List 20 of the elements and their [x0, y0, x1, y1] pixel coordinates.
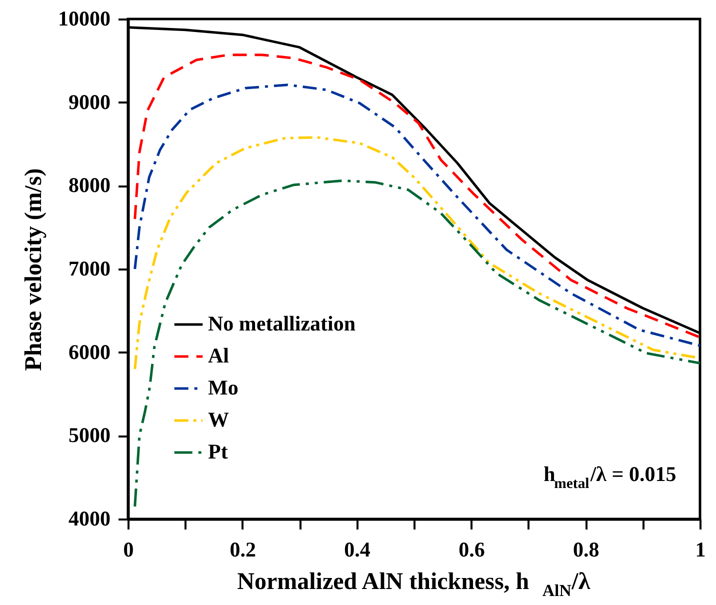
line-series	[134, 179, 702, 508]
x-tick-label: 0.2	[230, 538, 256, 562]
legend-label: Mo	[208, 376, 238, 400]
y-axis-title: Phase velocity (m/s)	[21, 168, 47, 371]
y-tick-label: 6000	[68, 340, 110, 364]
x-tick-label: 1	[695, 538, 706, 562]
x-tick-label: 0.6	[458, 538, 485, 562]
y-tick-label: 10000	[58, 6, 110, 30]
x-tick-label: 0.4	[344, 538, 371, 562]
legend-label: Pt	[208, 440, 228, 464]
y-tick-label: 8000	[68, 173, 110, 198]
x-tick-label: 0.8	[572, 538, 600, 562]
y-tick-label: 7000	[68, 256, 110, 280]
y-tick-label: 9000	[68, 90, 110, 114]
legend-label: No metallization	[208, 312, 356, 336]
y-tick-label: 5000	[68, 423, 110, 448]
y-tick-label: 4000	[68, 506, 110, 530]
legend-label: Al	[208, 344, 230, 368]
legend-label: W	[208, 408, 229, 432]
x-tick-label: 0	[123, 538, 134, 562]
